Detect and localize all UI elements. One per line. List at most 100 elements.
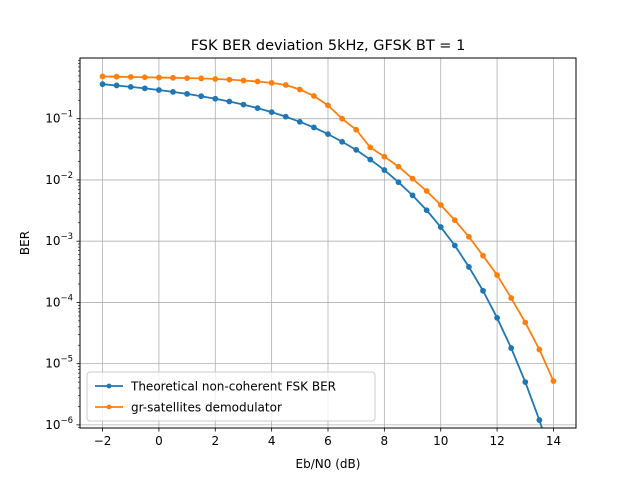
data-point — [127, 74, 134, 80]
data-point — [113, 73, 120, 80]
data-point — [254, 78, 261, 85]
data-point — [184, 91, 190, 97]
data-point — [536, 417, 543, 423]
data-point — [99, 81, 106, 88]
data-point — [508, 295, 515, 301]
data-point — [339, 138, 345, 145]
data-point — [325, 102, 331, 109]
y-axis-label: BER — [18, 231, 32, 255]
data-point — [268, 79, 275, 86]
legend-box — [86, 371, 376, 422]
x-tick-label: 2 — [211, 434, 219, 448]
data-point — [268, 109, 275, 116]
y-tick-exponent: −4 — [60, 293, 73, 303]
series-0 — [99, 81, 543, 428]
data-point — [451, 242, 458, 249]
data-point — [141, 85, 148, 92]
data-point — [381, 167, 388, 173]
data-point — [156, 74, 162, 81]
y-tick-label: 10−6 — [45, 416, 73, 432]
data-point — [156, 87, 162, 93]
y-tick-base: 10 — [45, 295, 60, 309]
data-point — [423, 188, 430, 194]
data-point — [353, 146, 360, 153]
data-point — [212, 95, 219, 102]
data-point — [240, 77, 247, 84]
data-point — [437, 202, 444, 208]
data-point — [522, 379, 529, 385]
legend-label: gr-satellites demodulator — [131, 401, 282, 415]
data-point — [226, 98, 233, 105]
chart-title: FSK BER deviation 5kHz, GFSK BT = 1 — [191, 38, 466, 54]
y-tick-base: 10 — [45, 357, 60, 371]
data-point — [339, 115, 345, 122]
data-point — [480, 252, 486, 259]
data-point — [226, 76, 233, 83]
series-1 — [99, 73, 557, 384]
data-point — [494, 314, 500, 321]
data-point — [451, 217, 458, 224]
data-point — [409, 175, 416, 182]
x-tick-label: 10 — [433, 434, 448, 448]
data-point — [212, 76, 219, 82]
data-point — [282, 82, 289, 88]
data-point — [395, 179, 402, 186]
y-tick-exponent: −3 — [60, 232, 73, 242]
data-point — [296, 86, 303, 93]
y-tick-label: 10−3 — [45, 232, 73, 248]
x-axis-label: Eb/N0 (dB) — [296, 457, 361, 471]
x-tick-label: 6 — [324, 434, 332, 448]
data-point — [466, 233, 472, 240]
y-tick-base: 10 — [45, 173, 60, 187]
series-layer — [99, 73, 557, 428]
legend-label: Theoretical non-coherent FSK BER — [130, 380, 336, 394]
data-point — [127, 83, 134, 90]
legend-swatch-marker — [106, 383, 112, 389]
x-tick-label: 14 — [546, 434, 561, 448]
y-tick-exponent: −2 — [60, 171, 73, 181]
legend-swatch-marker — [106, 404, 112, 410]
data-point — [170, 88, 176, 95]
data-point — [437, 224, 444, 230]
data-point — [494, 272, 500, 278]
data-point — [395, 163, 402, 170]
data-point — [311, 93, 317, 99]
data-point — [536, 346, 543, 353]
y-tick-base: 10 — [45, 418, 60, 432]
data-point — [325, 131, 331, 138]
legend: Theoretical non-coherent FSK BER gr-satel… — [86, 371, 376, 422]
data-point — [198, 75, 205, 82]
data-point — [522, 319, 529, 326]
data-point — [466, 264, 472, 270]
data-point — [99, 73, 106, 80]
data-point — [381, 153, 388, 160]
y-tick-base: 10 — [45, 234, 60, 248]
data-point — [367, 156, 374, 163]
data-point — [198, 93, 205, 100]
x-tick-label: 12 — [489, 434, 504, 448]
data-point — [296, 118, 303, 125]
data-point — [282, 113, 289, 120]
y-tick-exponent: −5 — [60, 355, 73, 365]
data-point — [254, 105, 261, 111]
data-point — [170, 74, 176, 81]
grid-lines — [80, 58, 576, 428]
data-point — [409, 192, 416, 199]
x-tick-label: 0 — [155, 434, 163, 448]
data-point — [113, 82, 120, 89]
y-tick-label: 10−4 — [45, 293, 73, 309]
y-tick-label: 10−5 — [45, 355, 73, 371]
x-tick-label: −2 — [94, 434, 112, 448]
data-point — [184, 75, 190, 82]
y-tick-label: 10−1 — [45, 110, 73, 126]
data-point — [550, 378, 557, 384]
data-point — [353, 126, 360, 133]
x-tick-label: 4 — [268, 434, 276, 448]
data-point — [480, 287, 486, 294]
y-tick-exponent: −1 — [60, 110, 73, 120]
data-point — [367, 144, 374, 151]
data-point — [311, 124, 317, 131]
y-tick-base: 10 — [45, 112, 60, 126]
